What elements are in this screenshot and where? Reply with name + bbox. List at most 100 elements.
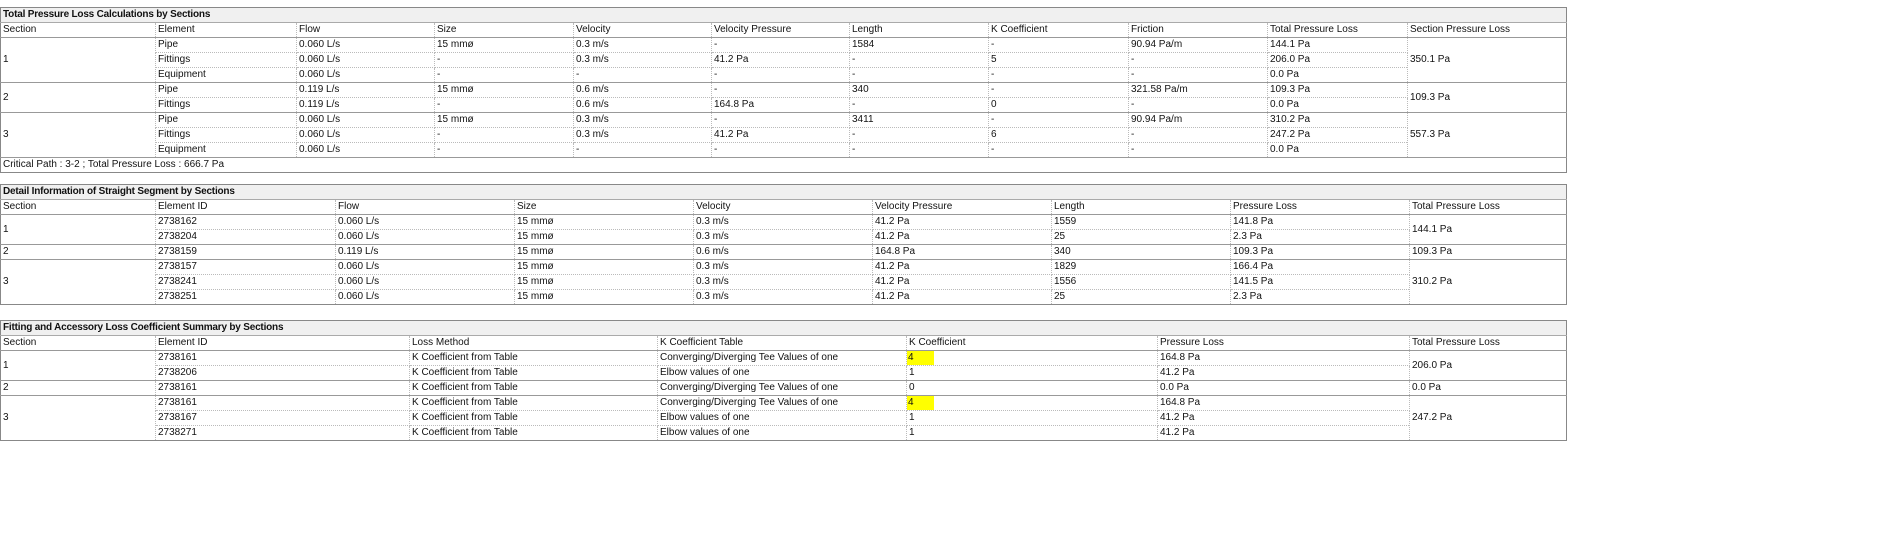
cell: K Coefficient from Table — [409, 410, 658, 426]
table-row: Equipment 0.060 L/s - - - - - -0.0 Pa — [1, 142, 1567, 158]
table-row: Fittings 0.060 L/s -0.3 m/s 41.2 Pa -5-206.0… — [1, 52, 1567, 68]
cell: 0.3 m/s — [693, 214, 873, 230]
cell: 164.8 Pa — [711, 97, 850, 113]
column-header: Velocity — [573, 22, 712, 38]
cell: 0.3 m/s — [693, 259, 873, 275]
section-number: 3 — [0, 259, 156, 305]
cell: 0.6 m/s — [693, 244, 873, 260]
cell: - — [434, 127, 574, 143]
table-row: 3 2738161 K Coefficient from Table Convergi… — [0, 395, 1568, 441]
cell: 1 — [906, 410, 1158, 426]
cell: 321.58 Pa/m — [1128, 82, 1268, 98]
cell: 3411 — [849, 112, 989, 128]
column-header: Size — [514, 199, 694, 215]
cell: 15 mmø — [514, 289, 694, 305]
cell: - — [849, 67, 989, 83]
cell: 109.3 Pa — [1267, 82, 1408, 98]
cell: 0.060 L/s — [296, 127, 435, 143]
cell: 41.2 Pa — [1157, 365, 1410, 381]
cell: 0.060 L/s — [335, 214, 515, 230]
column-header: Size — [434, 22, 574, 38]
cell: 2738161 — [155, 380, 410, 396]
cell: 25 — [1051, 289, 1231, 305]
cell: - — [1128, 67, 1268, 83]
cell: - — [1128, 142, 1268, 158]
cell: 0.0 Pa — [1157, 380, 1410, 396]
table-row: 2 2738159 0.119 L/s 15 mmø 0.6 m/s 164.8 Pa 34… — [0, 244, 1568, 260]
section-total-loss: 310.2 Pa — [1408, 259, 1568, 305]
cell: 206.0 Pa — [1267, 52, 1408, 68]
column-header: Pressure Loss — [1157, 335, 1410, 351]
cell: 15 mmø — [434, 37, 574, 53]
cell: 0.060 L/s — [335, 289, 515, 305]
table-row: 2738241 0.060 L/s 15 mmø 0.3 m/s 41.2 Pa 1556… — [1, 274, 1567, 290]
cell: 15 mmø — [434, 82, 574, 98]
header-row: Section Element ID Flow Size Velocity Velocit… — [0, 199, 1568, 215]
section-number: 2 — [0, 82, 156, 113]
cell: - — [711, 112, 850, 128]
table-row: 3 Pipe 0.060 L/s 15 mmø 0.3 m/s -3411-90.94 P… — [0, 112, 1568, 158]
cell: 2738159 — [155, 244, 336, 260]
cell: - — [849, 142, 989, 158]
cell: 0.119 L/s — [296, 82, 435, 98]
column-header: Flow — [335, 199, 515, 215]
cell: - — [434, 142, 574, 158]
cell: Elbow values of one — [657, 425, 907, 441]
section-total-loss: 144.1 Pa — [1408, 214, 1568, 245]
column-header: K Coefficient Table — [657, 335, 907, 351]
section-number: 1 — [0, 350, 156, 381]
cell: 0.060 L/s — [335, 274, 515, 290]
cell: - — [849, 127, 989, 143]
cell: 340 — [849, 82, 989, 98]
section-total-loss: 247.2 Pa — [1408, 395, 1568, 441]
cell: 41.2 Pa — [872, 274, 1052, 290]
column-header: K Coefficient — [906, 335, 1158, 351]
column-header: Section — [0, 22, 156, 38]
cell: 2738157 — [155, 259, 336, 275]
column-header: Section Pressure Loss — [1406, 22, 1568, 38]
column-header: Section — [0, 199, 156, 215]
cell: Fittings — [155, 127, 297, 143]
table-row: 3 2738157 0.060 L/s 15 mmø 0.3 m/s 41.2 Pa 182… — [0, 259, 1568, 305]
cell: 15 mmø — [514, 214, 694, 230]
cell: 0.6 m/s — [573, 82, 712, 98]
column-header: Length — [1051, 199, 1231, 215]
section-total-loss: 206.0 Pa — [1408, 350, 1568, 381]
cell: 109.3 Pa — [1230, 244, 1410, 260]
table-title: Fitting and Accessory Loss Coefficient S… — [0, 320, 1568, 336]
section-total-loss: 557.3 Pa — [1406, 112, 1568, 158]
critical-path-summary: Critical Path : 3-2 ; Total Pressure Los… — [0, 157, 1568, 173]
cell: 247.2 Pa — [1267, 127, 1408, 143]
table-row: 1 2738161 K Coefficient from Table Convergi… — [0, 350, 1568, 381]
column-header: Element ID — [155, 199, 336, 215]
cell: 2.3 Pa — [1230, 289, 1410, 305]
cell: Converging/Diverging Tee Values of one — [657, 350, 907, 366]
cell: 15 mmø — [434, 112, 574, 128]
table-row: 2738204 0.060 L/s 15 mmø 0.3 m/s 41.2 Pa 25 2.… — [1, 229, 1567, 245]
cell: 90.94 Pa/m — [1128, 37, 1268, 53]
cell: 41.2 Pa — [711, 127, 850, 143]
cell: - — [1128, 97, 1268, 113]
column-header: Total Pressure Loss — [1408, 335, 1568, 351]
straight-segment-table: Detail Information of Straight Segment b… — [0, 184, 1568, 305]
header-row: Section Element Flow Size Velocity Velocity P… — [0, 22, 1568, 38]
section-number: 3 — [0, 395, 156, 441]
cell: 0.3 m/s — [693, 274, 873, 290]
cell: 41.2 Pa — [1157, 410, 1410, 426]
section-number: 3 — [0, 112, 156, 158]
cell: 0.0 Pa — [1267, 142, 1408, 158]
highlighted-value: 4 — [907, 351, 934, 365]
cell: - — [988, 142, 1129, 158]
cell: 340 — [1051, 244, 1231, 260]
cell: 2738251 — [155, 289, 336, 305]
cell: - — [988, 82, 1129, 98]
cell: 1559 — [1051, 214, 1231, 230]
cell: Equipment — [155, 67, 297, 83]
header-row: Section Element ID Loss Method K Coefficien… — [0, 335, 1568, 351]
cell: K Coefficient from Table — [409, 425, 658, 441]
cell: 15 mmø — [514, 259, 694, 275]
cell: 2738204 — [155, 229, 336, 245]
cell: K Coefficient from Table — [409, 365, 658, 381]
column-header: Length — [849, 22, 989, 38]
cell: - — [711, 142, 850, 158]
